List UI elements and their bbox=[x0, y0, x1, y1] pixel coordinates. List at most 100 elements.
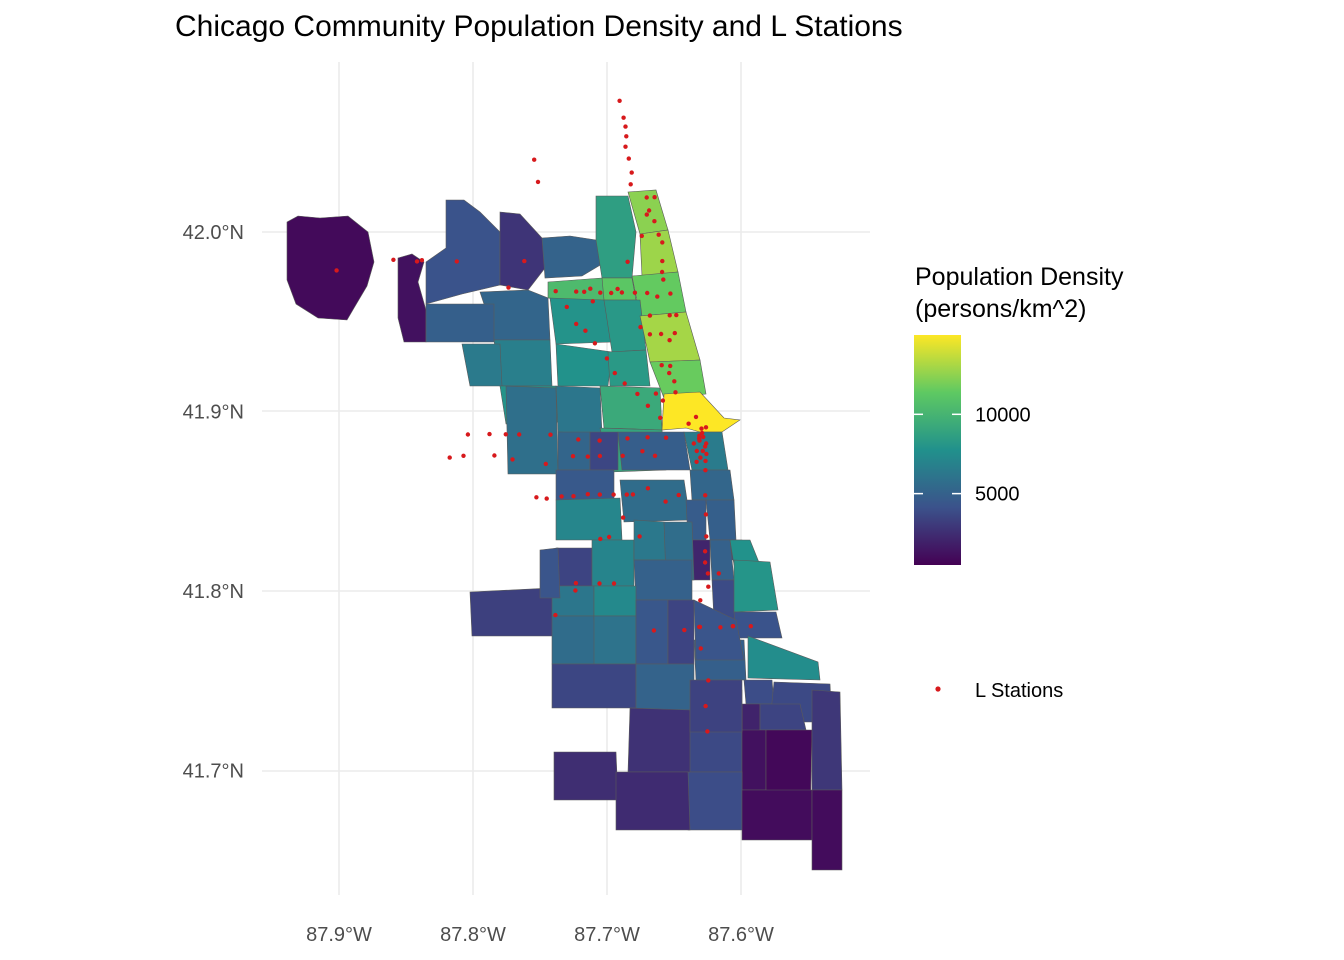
l-station-marker bbox=[686, 421, 691, 426]
l-station-marker bbox=[592, 341, 598, 346]
l-station-marker bbox=[702, 444, 708, 449]
l-station-marker bbox=[510, 457, 515, 462]
l-station-marker bbox=[706, 584, 711, 589]
community-area-calumet-heights bbox=[759, 703, 807, 731]
l-station-marker bbox=[705, 729, 710, 734]
l-station-marker bbox=[660, 240, 665, 245]
community-area-north-lawndale bbox=[555, 469, 615, 501]
l-station-marker bbox=[609, 290, 614, 296]
l-station-marker bbox=[644, 212, 649, 217]
l-station-marker bbox=[706, 678, 711, 683]
l-station-marker bbox=[730, 624, 735, 629]
l-station-marker bbox=[517, 432, 522, 437]
l-station-marker bbox=[622, 381, 627, 386]
community-area-west-pullman bbox=[683, 771, 743, 831]
l-station-marker bbox=[700, 448, 705, 454]
community-area-near-north-side bbox=[661, 391, 741, 433]
colorbar-tick-label: 5000 bbox=[975, 484, 1020, 506]
community-area-archer-heights bbox=[555, 547, 593, 587]
community-area-lake-view bbox=[639, 311, 701, 363]
l-station-marker bbox=[646, 208, 652, 213]
community-area-mckinley-park bbox=[633, 519, 667, 561]
l-station-marker bbox=[699, 426, 704, 431]
l-station-marker bbox=[667, 313, 672, 318]
l-station-marker bbox=[705, 571, 711, 576]
l-station-marker bbox=[668, 291, 673, 296]
l-station-marker bbox=[660, 398, 666, 403]
l-station-marker bbox=[625, 259, 630, 264]
community-area-portage-park bbox=[493, 339, 553, 387]
l-station-marker bbox=[625, 436, 630, 441]
l-station-marker bbox=[582, 289, 587, 294]
l-stations-layer bbox=[334, 98, 753, 734]
l-station-marker bbox=[574, 321, 579, 327]
l-station-marker bbox=[667, 370, 672, 376]
community-area-dunning bbox=[425, 303, 495, 343]
community-area-montclare bbox=[461, 343, 503, 387]
l-station-marker bbox=[655, 294, 660, 299]
l-station-marker bbox=[611, 492, 616, 497]
colorbar-title-line-2: (persons/km^2) bbox=[915, 295, 1087, 323]
l-station-marker bbox=[447, 455, 452, 460]
l-station-marker bbox=[637, 534, 642, 539]
community-area-ashburn bbox=[551, 663, 637, 709]
l-station-marker bbox=[668, 363, 673, 369]
l-station-marker bbox=[534, 495, 539, 500]
community-area-washington-heights bbox=[689, 679, 743, 733]
l-station-marker bbox=[632, 290, 638, 295]
x-tick-label: 87.8°W bbox=[440, 924, 506, 946]
l-station-marker bbox=[660, 258, 665, 264]
l-station-marker bbox=[645, 403, 651, 408]
chart-title: Chicago Community Population Density and… bbox=[175, 10, 903, 43]
l-station-marker bbox=[598, 290, 603, 295]
l-station-marker bbox=[620, 453, 625, 458]
l-station-marker bbox=[544, 496, 549, 501]
l-station-marker bbox=[630, 492, 636, 497]
l-station-marker bbox=[619, 290, 625, 295]
l-station-marker bbox=[693, 414, 699, 420]
community-area-o-hare bbox=[286, 215, 375, 321]
l-station-marker bbox=[691, 441, 696, 446]
community-area-west-garfield-park bbox=[557, 431, 591, 471]
community-area-loop bbox=[683, 431, 729, 471]
l-station-marker bbox=[611, 581, 617, 586]
community-area-humboldt-park bbox=[555, 385, 603, 435]
community-area-west-englewood bbox=[635, 599, 669, 665]
l-station-marker bbox=[647, 313, 653, 318]
l-station-marker bbox=[615, 286, 620, 292]
l-station-marker bbox=[672, 330, 677, 336]
community-area-irving-park bbox=[549, 297, 613, 345]
l-station-marker bbox=[391, 257, 396, 262]
l-station-marker bbox=[653, 391, 659, 396]
l-station-marker bbox=[674, 312, 679, 318]
l-station-marker bbox=[748, 624, 753, 629]
l-station-marker bbox=[697, 433, 702, 438]
l-station-marker bbox=[606, 534, 612, 540]
colorbar-title-line-1: Population Density bbox=[915, 263, 1124, 291]
community-area-hyde-park bbox=[733, 559, 779, 613]
l-station-marker bbox=[506, 285, 511, 290]
l-station-marker bbox=[553, 289, 558, 294]
l-station-marker bbox=[597, 492, 602, 497]
y-tick-label: 41.8°N bbox=[183, 581, 244, 603]
l-station-marker bbox=[661, 277, 666, 282]
l-station-marker bbox=[585, 492, 590, 497]
l-station-marker bbox=[576, 437, 581, 442]
l-station-marker bbox=[419, 258, 425, 263]
y-tick-label: 41.9°N bbox=[183, 402, 244, 424]
l-station-marker bbox=[638, 324, 643, 330]
community-area-new-city bbox=[633, 559, 693, 601]
community-area-woodlawn bbox=[733, 611, 783, 639]
l-station-marker bbox=[503, 432, 508, 437]
l-station-marker bbox=[694, 459, 699, 464]
community-area-edgewater bbox=[639, 229, 679, 277]
l-station-marker bbox=[571, 494, 576, 499]
l-station-marker bbox=[704, 451, 709, 457]
l-station-marker bbox=[703, 458, 708, 464]
community-area-burnside bbox=[741, 703, 761, 733]
community-area-brighton-park bbox=[591, 539, 635, 587]
community-area-lincoln-park bbox=[649, 359, 707, 399]
l-station-marker bbox=[702, 549, 708, 554]
community-area-chicago-lawn bbox=[593, 615, 637, 665]
l-station-marker bbox=[663, 499, 668, 504]
